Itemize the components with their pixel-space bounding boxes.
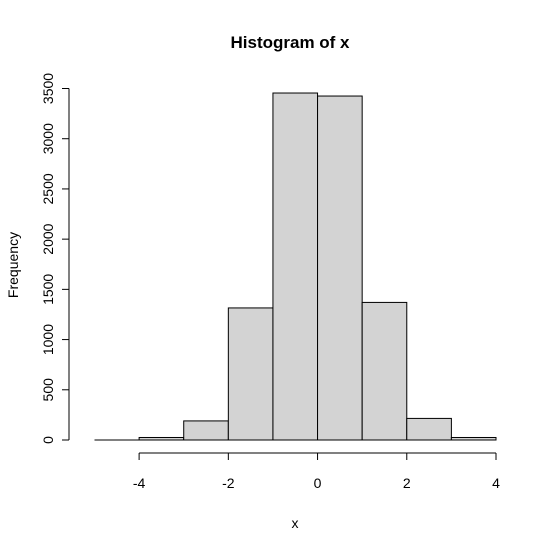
- histogram-bar: [361, 301, 408, 441]
- y-tick-label: 1500: [40, 274, 56, 305]
- y-tick-label: 500: [40, 378, 56, 402]
- histogram-bar: [272, 92, 319, 441]
- histogram-bar: [183, 420, 229, 441]
- x-tick-label: -4: [133, 475, 146, 491]
- y-tick-label: 2000: [40, 223, 56, 254]
- histogram-bar: [450, 436, 497, 441]
- histogram-bar: [227, 307, 274, 441]
- x-tick-label: 0: [314, 475, 322, 491]
- bars-group: [94, 92, 497, 441]
- y-axis: 0 500 1000 1500 2000 2500 3000 3500: [40, 73, 70, 444]
- y-tick-label: 0: [40, 436, 56, 444]
- y-tick-label: 3500: [40, 73, 56, 104]
- y-tick-label: 1000: [40, 324, 56, 355]
- x-axis: -4 -2 0 2 4: [133, 452, 500, 491]
- x-tick-label: -2: [222, 475, 235, 491]
- histogram-bar: [406, 417, 452, 441]
- chart-title: Histogram of x: [230, 33, 350, 52]
- y-axis-label: Frequency: [5, 232, 21, 298]
- x-axis-label: x: [292, 515, 299, 531]
- y-tick-label: 3000: [40, 123, 56, 154]
- y-tick-label: 2500: [40, 173, 56, 204]
- histogram-bar: [138, 436, 185, 441]
- histogram-bar: [317, 95, 363, 441]
- x-tick-label: 4: [492, 475, 500, 491]
- x-tick-label: 2: [403, 475, 411, 491]
